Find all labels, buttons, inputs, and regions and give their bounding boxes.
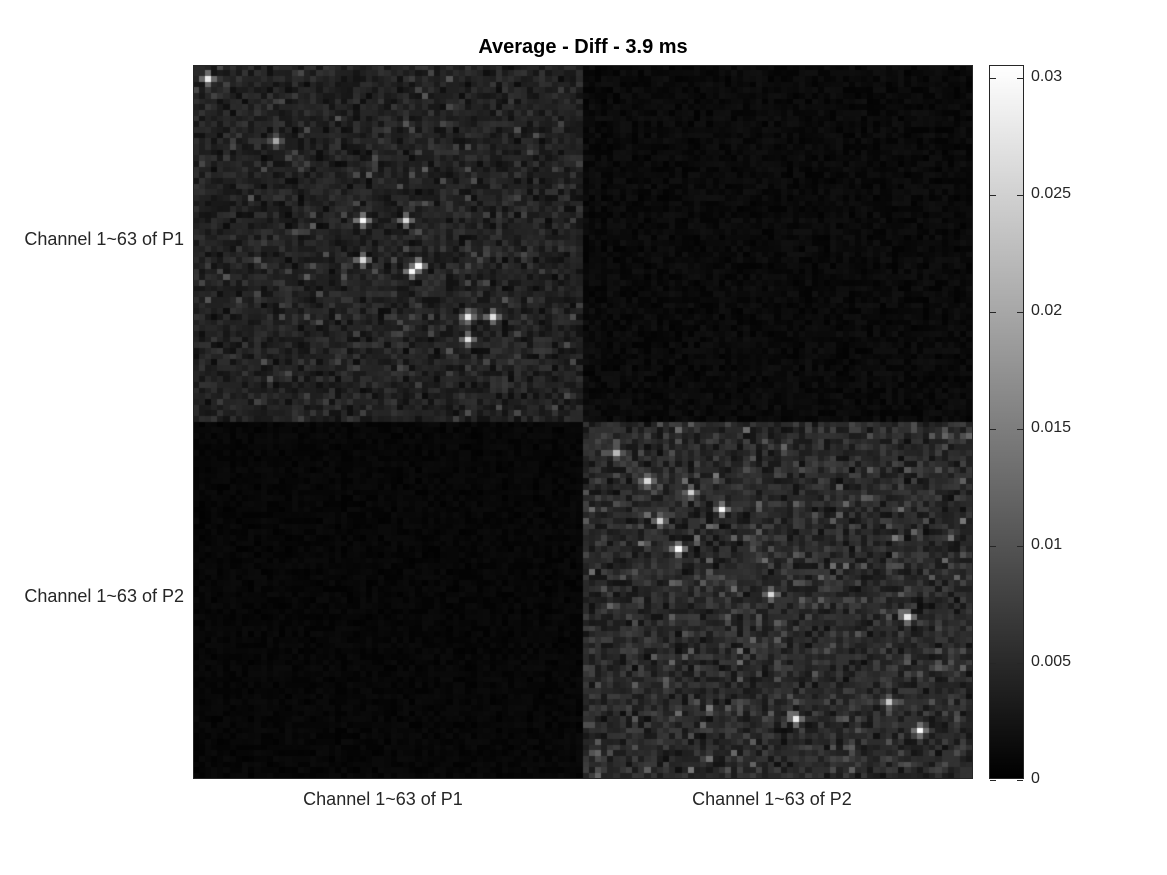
colorbar <box>989 65 1024 781</box>
colorbar-tick-label: 0.01 <box>1031 535 1063 553</box>
colorbar-tick-label: 0.005 <box>1031 652 1072 670</box>
colorbar-tick-label: 0.015 <box>1031 418 1072 436</box>
chart-title: Average - Diff - 3.9 ms <box>478 36 688 58</box>
colorbar-tick-label: 0.02 <box>1031 301 1063 319</box>
colorbar-tick-label: 0 <box>1031 770 1040 787</box>
colorbar-tick-label: 0.025 <box>1031 184 1072 202</box>
colorbar-tick-label: 0.03 <box>1031 67 1063 85</box>
row-label-p1: Channel 1~63 of P1 <box>24 229 184 249</box>
row-label-p2: Channel 1~63 of P2 <box>24 586 184 606</box>
col-label-p1: Channel 1~63 of P1 <box>303 789 463 809</box>
heatmap <box>193 65 973 779</box>
col-label-p2: Channel 1~63 of P2 <box>692 789 852 809</box>
